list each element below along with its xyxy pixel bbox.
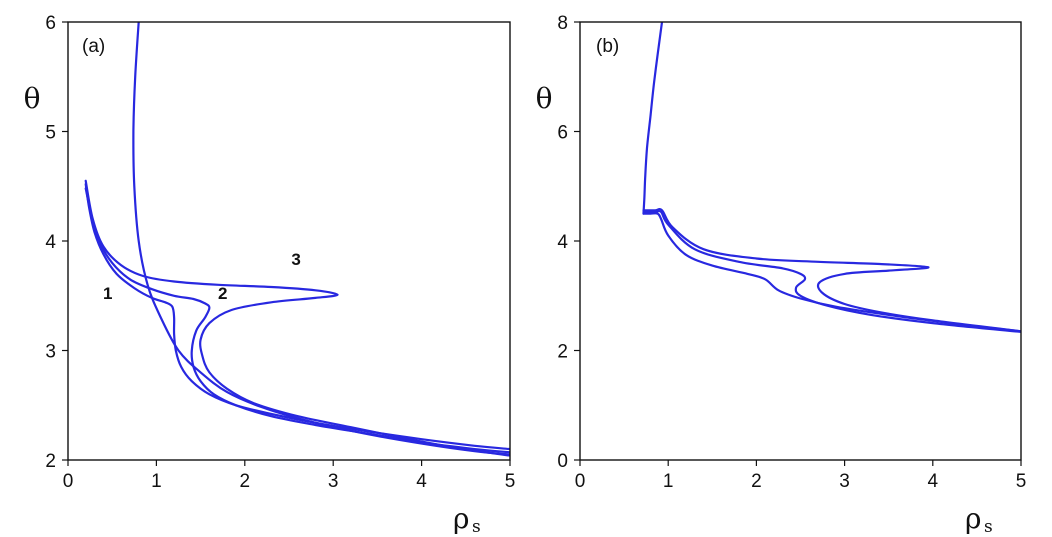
y-tick-label: 3 [45,342,56,363]
x-tick-label: 3 [839,471,850,492]
y-tick-label: 6 [45,13,56,34]
x-tick-label: 0 [575,471,586,492]
plot-area [84,22,510,457]
y-tick-label: 4 [557,232,568,253]
y-tick-label: 4 [45,232,56,253]
panel-b-chart: 0 1 2 3 4 5 0 2 4 6 8 θ ρ s (b) [536,13,1027,537]
y-tick-label: 6 [557,123,568,144]
x-tick-label: 3 [328,471,339,492]
x-tick-label: 4 [928,471,939,492]
x-tick-label: 2 [751,471,762,492]
y-tick-label: 2 [557,342,568,363]
x-tick-label: 1 [151,471,162,492]
y-tick-label: 8 [557,13,568,34]
plot-area [642,22,1021,333]
x-tick-label: 1 [663,471,674,492]
curve-label-2: 2 [218,284,227,303]
series-line-1 [642,22,664,215]
x-tick-label: 5 [1016,471,1027,492]
panel-a-chart: 0 1 2 3 4 5 2 3 4 5 6 θ ρ s (a) 1 2 3 [24,13,516,537]
y-axis-label: θ [536,82,553,115]
plot-frame [579,21,1022,461]
series-line-3 [642,209,1021,333]
x-axis-label: ρ [453,502,469,535]
x-axis-label-subscript: s [472,517,481,537]
y-tick-label: 2 [45,451,56,472]
x-tick-label: 0 [63,471,74,492]
panel-label: (a) [82,36,105,57]
series-line-4 [642,207,1021,333]
curve-label-3: 3 [291,250,300,269]
x-axis-label: ρ [965,502,981,535]
panel-label: (b) [596,36,619,57]
x-tick-label: 4 [416,471,427,492]
series-line-3 [84,179,510,457]
y-tick-label: 0 [557,451,568,472]
series-line-1 [84,183,510,451]
curve-label-1: 1 [103,284,112,303]
x-tick-label: 2 [240,471,251,492]
series-line-2 [84,187,510,454]
x-tick-label: 5 [505,471,516,492]
series-line-4 [132,22,510,456]
x-axis-label-subscript: s [984,517,993,537]
series-line-2 [642,212,1021,333]
y-tick-label: 5 [45,123,56,144]
y-axis-label: θ [24,82,41,115]
